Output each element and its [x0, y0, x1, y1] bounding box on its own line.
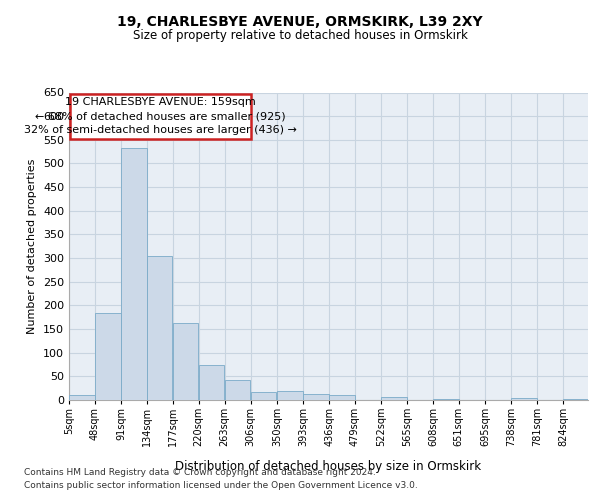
Bar [563, 398, 589, 400]
Text: 32% of semi-detached houses are larger (436) →: 32% of semi-detached houses are larger (… [23, 125, 296, 135]
Text: ← 68% of detached houses are smaller (925): ← 68% of detached houses are smaller (92… [35, 111, 286, 121]
Bar [303, 394, 329, 400]
Text: 19, CHARLESBYE AVENUE, ORMSKIRK, L39 2XY: 19, CHARLESBYE AVENUE, ORMSKIRK, L39 2XY [117, 16, 483, 30]
Bar [277, 392, 303, 400]
Text: Contains public sector information licensed under the Open Government Licence v3: Contains public sector information licen… [24, 480, 418, 490]
Bar [95, 314, 121, 400]
Bar [511, 398, 537, 400]
Bar [147, 256, 172, 400]
Bar [121, 148, 146, 400]
Bar [433, 399, 458, 400]
FancyBboxPatch shape [70, 94, 251, 139]
Text: Size of property relative to detached houses in Ormskirk: Size of property relative to detached ho… [133, 28, 467, 42]
Text: Contains HM Land Registry data © Crown copyright and database right 2024.: Contains HM Land Registry data © Crown c… [24, 468, 376, 477]
Bar [329, 396, 355, 400]
Bar [224, 380, 250, 400]
Y-axis label: Number of detached properties: Number of detached properties [28, 158, 37, 334]
Bar [251, 392, 276, 400]
Bar [199, 365, 224, 400]
Bar [173, 323, 199, 400]
Bar [381, 397, 407, 400]
Bar [69, 396, 95, 400]
Text: 19 CHARLESBYE AVENUE: 159sqm: 19 CHARLESBYE AVENUE: 159sqm [65, 98, 256, 108]
X-axis label: Distribution of detached houses by size in Ormskirk: Distribution of detached houses by size … [175, 460, 482, 473]
